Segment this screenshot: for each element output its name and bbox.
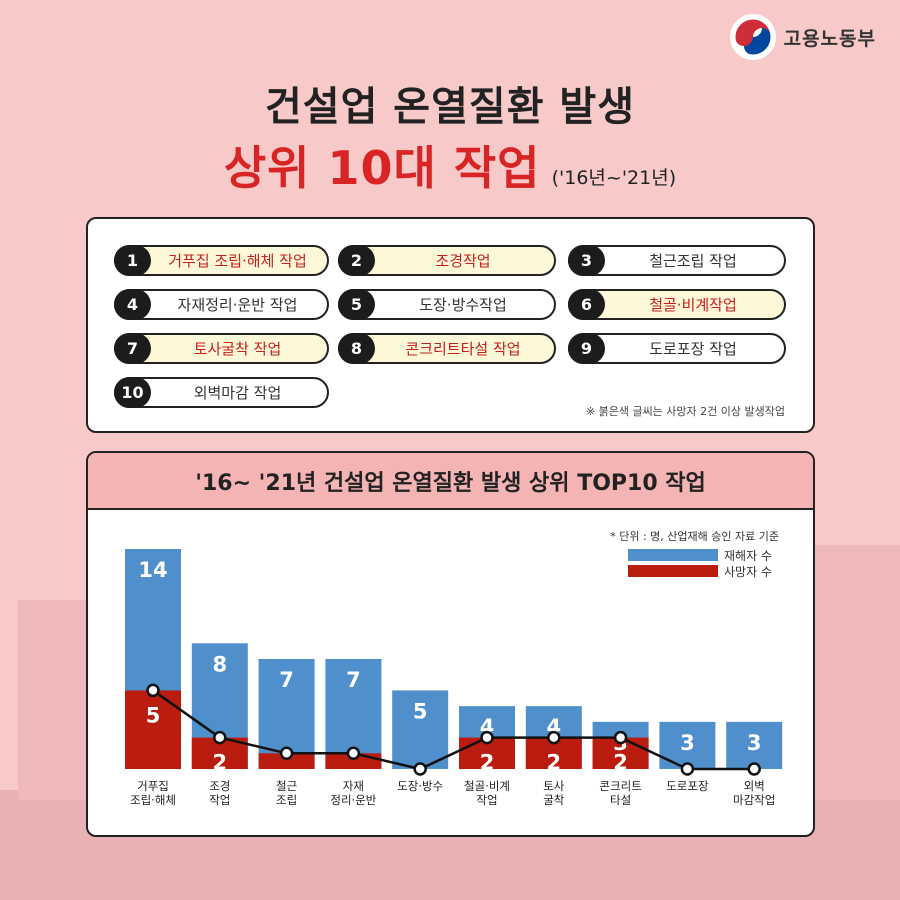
list-item-label: 도장·방수작업 [419, 296, 507, 314]
label-deaths-4: 1 [346, 766, 361, 790]
list-item-7: 7 토사굴착 작업 [114, 333, 329, 364]
list-item-5: 5 도장·방수작업 [338, 289, 556, 320]
bar-deaths-1 [125, 690, 181, 769]
label-deaths-6: 2 [480, 751, 495, 775]
list-item-4: 4 자재정리·운반 작업 [114, 289, 329, 320]
label-injured-9: 3 [680, 731, 695, 755]
top10-list-panel: 1 거푸집 조립·해체 작업 2 조경작업 3 철근조립 작업 4 자재정리·운반 작업 5 도장… [86, 217, 815, 433]
list-item-6: 6 철골·비계작업 [568, 289, 786, 320]
background-building-right [815, 545, 900, 800]
list-item-9: 9 도로포장 작업 [568, 333, 786, 364]
bar-injured-5 [392, 690, 449, 769]
deaths-point-8 [613, 730, 628, 745]
ministry-logo: 고용노동부 [729, 14, 876, 60]
legend-label-deaths: 사망자 수 [724, 564, 772, 579]
category-label-4: 자재 정리·운반 [330, 779, 377, 807]
period-label: ('16년~'21년) [551, 167, 677, 189]
list-item-number: 1 [114, 245, 151, 276]
category-label-1: 거푸집 조립·해체 [130, 779, 176, 807]
list-item-number: 2 [338, 245, 375, 276]
bar-injured-10 [726, 721, 783, 769]
label-injured-4: 7 [346, 668, 361, 692]
list-item-number: 6 [568, 289, 605, 320]
chart-panel: '16~ '21년 건설업 온열질환 발생 상위 TOP10 작업 * 단위 :… [86, 451, 815, 837]
label-injured-2: 8 [212, 652, 227, 676]
list-item-label: 자재정리·운반 작업 [177, 296, 298, 314]
list-item-label: 도로포장 작업 [649, 340, 737, 358]
deaths-point-7 [547, 730, 561, 745]
deaths-trend-line [152, 689, 755, 771]
list-item-label: 조경작업 [435, 252, 491, 270]
deaths-point-10 [747, 762, 761, 776]
label-deaths-8: 2 [613, 751, 628, 775]
background-building-left [18, 600, 86, 800]
deaths-point-9 [680, 762, 695, 776]
page-subtitle: 상위 10대 작업 [223, 141, 541, 195]
category-label-8: 콘크리트 타설 [599, 779, 642, 807]
list-item-number: 10 [114, 377, 151, 408]
list-item-2: 2 조경작업 [338, 245, 556, 276]
list-item-number: 9 [568, 333, 605, 364]
legend-swatch-deaths [628, 565, 718, 577]
label-deaths-7: 2 [546, 751, 561, 775]
list-item-label: 철근조립 작업 [649, 252, 737, 270]
list-item-number: 5 [338, 289, 375, 320]
legend-item-injured: 재해자 수 [628, 547, 772, 563]
taegeuk-icon [729, 14, 776, 60]
list-item-3: 3 철근조립 작업 [568, 245, 786, 276]
chart-title: '16~ '21년 건설업 온열질환 발생 상위 TOP10 작업 [88, 453, 813, 510]
legend-label-injured: 재해자 수 [724, 548, 772, 563]
category-label-7: 토사 굴착 [543, 779, 565, 807]
legend-item-deaths: 사망자 수 [628, 563, 772, 579]
list-item-8: 8 콘크리트타설 작업 [338, 333, 556, 364]
list-item-10: 10 외벽마감 작업 [114, 377, 329, 408]
deaths-point-5 [413, 762, 427, 776]
category-label-3: 철근 조립 [276, 779, 298, 807]
category-label-10: 외벽 마감작업 [733, 779, 776, 807]
chart-legend: 재해자 수 사망자 수 [628, 547, 772, 579]
list-item-number: 8 [338, 333, 375, 364]
label-deaths-2: 2 [212, 751, 227, 775]
red-text-note: ※ 붉은색 글씨는 사망자 2건 이상 발생작업 [585, 405, 785, 418]
category-label-2: 조경 작업 [209, 779, 231, 807]
deaths-point-4 [346, 746, 361, 761]
list-item-label: 콘크리트타설 작업 [405, 340, 521, 358]
label-deaths-1: 5 [146, 703, 161, 727]
list-item-label: 토사굴착 작업 [193, 340, 282, 358]
category-label-6: 철골·비계 작업 [464, 779, 510, 807]
unit-note: * 단위 : 명, 산업재해 승인 자료 기준 [610, 530, 779, 543]
list-item-label: 철골·비계작업 [649, 296, 737, 314]
list-item-label: 외벽마감 작업 [193, 384, 282, 402]
label-injured-1: 14 [138, 558, 167, 582]
deaths-point-3 [279, 746, 294, 761]
label-deaths-3: 1 [279, 766, 294, 790]
label-injured-10: 3 [747, 731, 762, 755]
deaths-point-6 [480, 730, 494, 745]
list-item-number: 7 [114, 333, 151, 364]
list-item-label: 거푸집 조립·해체 작업 [168, 252, 307, 270]
page-title: 건설업 온열질환 발생 [264, 84, 636, 130]
list-item-number: 3 [568, 245, 605, 276]
deaths-point-2 [213, 730, 227, 745]
deaths-point-1 [146, 683, 160, 698]
chart-plot: 514281717524242333 [125, 549, 783, 790]
category-label-5: 도장·방수 [397, 779, 444, 793]
bar-deaths-3 [258, 753, 315, 769]
legend-swatch-injured [628, 549, 718, 561]
label-injured-5: 5 [413, 699, 428, 723]
label-injured-3: 7 [279, 668, 294, 692]
list-item-number: 4 [114, 289, 151, 320]
category-label-9: 도로포장 [666, 779, 709, 793]
ministry-name: 고용노동부 [783, 27, 876, 50]
list-item-1: 1 거푸집 조립·해체 작업 [114, 245, 329, 276]
